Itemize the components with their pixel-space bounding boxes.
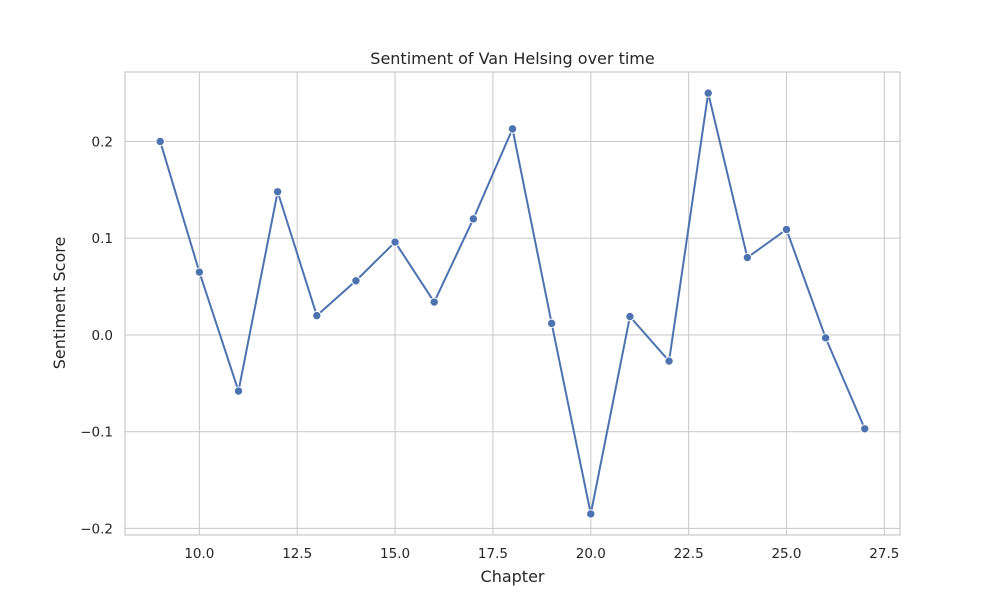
data-point <box>390 237 400 247</box>
data-point <box>507 124 518 134</box>
x-tick-label: 17.5 <box>478 546 508 562</box>
x-tick-label: 20.0 <box>576 546 606 562</box>
y-axis-label: Sentiment Score <box>50 237 69 370</box>
x-tick-label: 22.5 <box>674 546 704 562</box>
data-point <box>272 187 283 197</box>
data-point <box>781 224 792 235</box>
x-tick-label: 27.5 <box>869 546 899 562</box>
vertical-gridlines <box>198 72 885 535</box>
y-axis-ticks: −0.2 −0.1 0.0 0.1 0.2 <box>80 134 113 537</box>
data-point <box>703 88 713 98</box>
plot-frame <box>124 71 901 536</box>
x-axis-ticks: 10.0 12.5 15.0 17.5 20.0 22.5 25.0 27.5 <box>184 546 899 562</box>
y-tick-label: 0.2 <box>92 134 113 150</box>
chart-title: Sentiment of Van Helsing over time <box>370 49 654 68</box>
x-tick-label: 15.0 <box>380 546 410 562</box>
x-tick-label: 10.0 <box>184 546 214 562</box>
data-point <box>546 318 557 329</box>
data-point <box>429 297 439 307</box>
y-tick-label: −0.2 <box>80 521 113 537</box>
sentiment-data-points <box>155 88 870 519</box>
data-point <box>233 386 244 396</box>
x-axis-label: Chapter <box>481 567 545 586</box>
x-tick-label: 12.5 <box>282 546 312 562</box>
data-point <box>860 424 870 434</box>
data-point <box>742 252 753 263</box>
y-tick-label: 0.1 <box>92 231 113 247</box>
data-point <box>468 214 479 224</box>
data-point <box>820 333 831 343</box>
y-tick-label: −0.1 <box>80 425 113 441</box>
data-point <box>664 356 674 366</box>
data-point <box>194 267 205 277</box>
y-tick-label: 0.0 <box>92 328 113 344</box>
data-point <box>312 310 322 321</box>
data-point <box>625 311 635 322</box>
horizontal-gridlines <box>125 140 900 529</box>
x-tick-label: 25.0 <box>771 546 801 562</box>
data-point <box>351 276 361 286</box>
data-point <box>586 509 596 519</box>
data-point <box>155 136 165 147</box>
